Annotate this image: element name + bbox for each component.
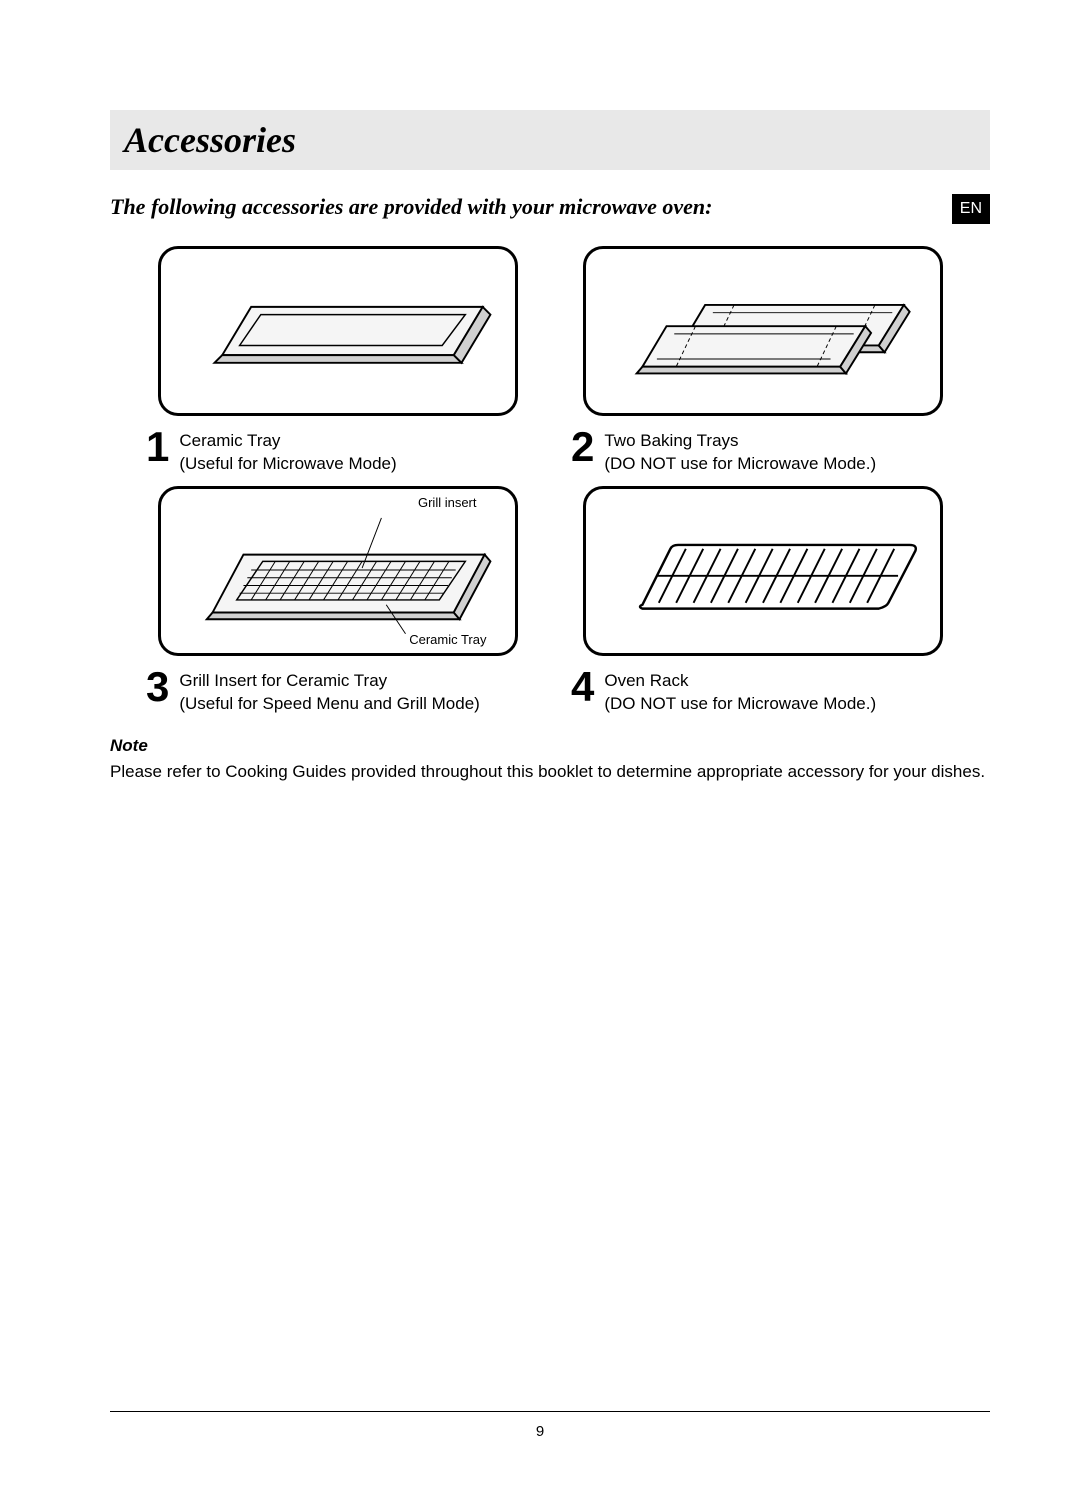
item-name: Grill Insert for Ceramic Tray	[179, 671, 387, 690]
two-trays-icon	[586, 249, 940, 413]
manual-page: Accessories The following accessories ar…	[0, 0, 1080, 1486]
intro-row: The following accessories are provided w…	[110, 194, 990, 224]
caption-3: 3 Grill Insert for Ceramic Tray (Useful …	[140, 668, 535, 716]
accessories-grid: 1 Ceramic Tray (Useful for Microwave Mod…	[140, 246, 960, 716]
caption-text: Grill Insert for Ceramic Tray (Useful fo…	[179, 668, 479, 716]
item-name: Oven Rack	[604, 671, 688, 690]
grill-insert-icon	[161, 489, 515, 653]
note-label: Note	[110, 734, 990, 758]
tray-icon	[161, 249, 515, 413]
item-desc: (Useful for Microwave Mode)	[179, 454, 396, 473]
item-number: 4	[571, 668, 594, 706]
callout-grill-insert: Grill insert	[418, 495, 477, 510]
item-desc: (DO NOT use for Microwave Mode.)	[604, 454, 876, 473]
illustration-oven-rack	[583, 486, 943, 656]
title-bar: Accessories	[110, 110, 990, 170]
item-desc: (DO NOT use for Microwave Mode.)	[604, 694, 876, 713]
item-desc: (Useful for Speed Menu and Grill Mode)	[179, 694, 479, 713]
note-text: Please refer to Cooking Guides provided …	[110, 760, 990, 784]
accessory-cell-2: 2 Two Baking Trays (DO NOT use for Micro…	[565, 246, 960, 476]
item-number: 2	[571, 428, 594, 466]
item-name: Ceramic Tray	[179, 431, 280, 450]
footer-rule	[110, 1411, 990, 1412]
page-title: Accessories	[124, 119, 296, 161]
callout-ceramic-tray: Ceramic Tray	[409, 632, 486, 647]
caption-1: 1 Ceramic Tray (Useful for Microwave Mod…	[140, 428, 535, 476]
item-number: 1	[146, 428, 169, 466]
caption-text: Two Baking Trays (DO NOT use for Microwa…	[604, 428, 876, 476]
illustration-grill-insert: Grill insert Ceramic Tray	[158, 486, 518, 656]
illustration-baking-trays	[583, 246, 943, 416]
oven-rack-icon	[586, 489, 940, 653]
accessory-cell-1: 1 Ceramic Tray (Useful for Microwave Mod…	[140, 246, 535, 476]
language-badge: EN	[952, 194, 990, 224]
caption-2: 2 Two Baking Trays (DO NOT use for Micro…	[565, 428, 960, 476]
page-number: 9	[0, 1423, 1080, 1440]
item-number: 3	[146, 668, 169, 706]
intro-text: The following accessories are provided w…	[110, 194, 713, 220]
caption-text: Oven Rack (DO NOT use for Microwave Mode…	[604, 668, 876, 716]
caption-4: 4 Oven Rack (DO NOT use for Microwave Mo…	[565, 668, 960, 716]
accessory-cell-4: 4 Oven Rack (DO NOT use for Microwave Mo…	[565, 486, 960, 716]
item-name: Two Baking Trays	[604, 431, 738, 450]
caption-text: Ceramic Tray (Useful for Microwave Mode)	[179, 428, 396, 476]
accessory-cell-3: Grill insert Ceramic Tray 3 Grill Insert…	[140, 486, 535, 716]
note-block: Note Please refer to Cooking Guides prov…	[110, 734, 990, 784]
illustration-ceramic-tray	[158, 246, 518, 416]
